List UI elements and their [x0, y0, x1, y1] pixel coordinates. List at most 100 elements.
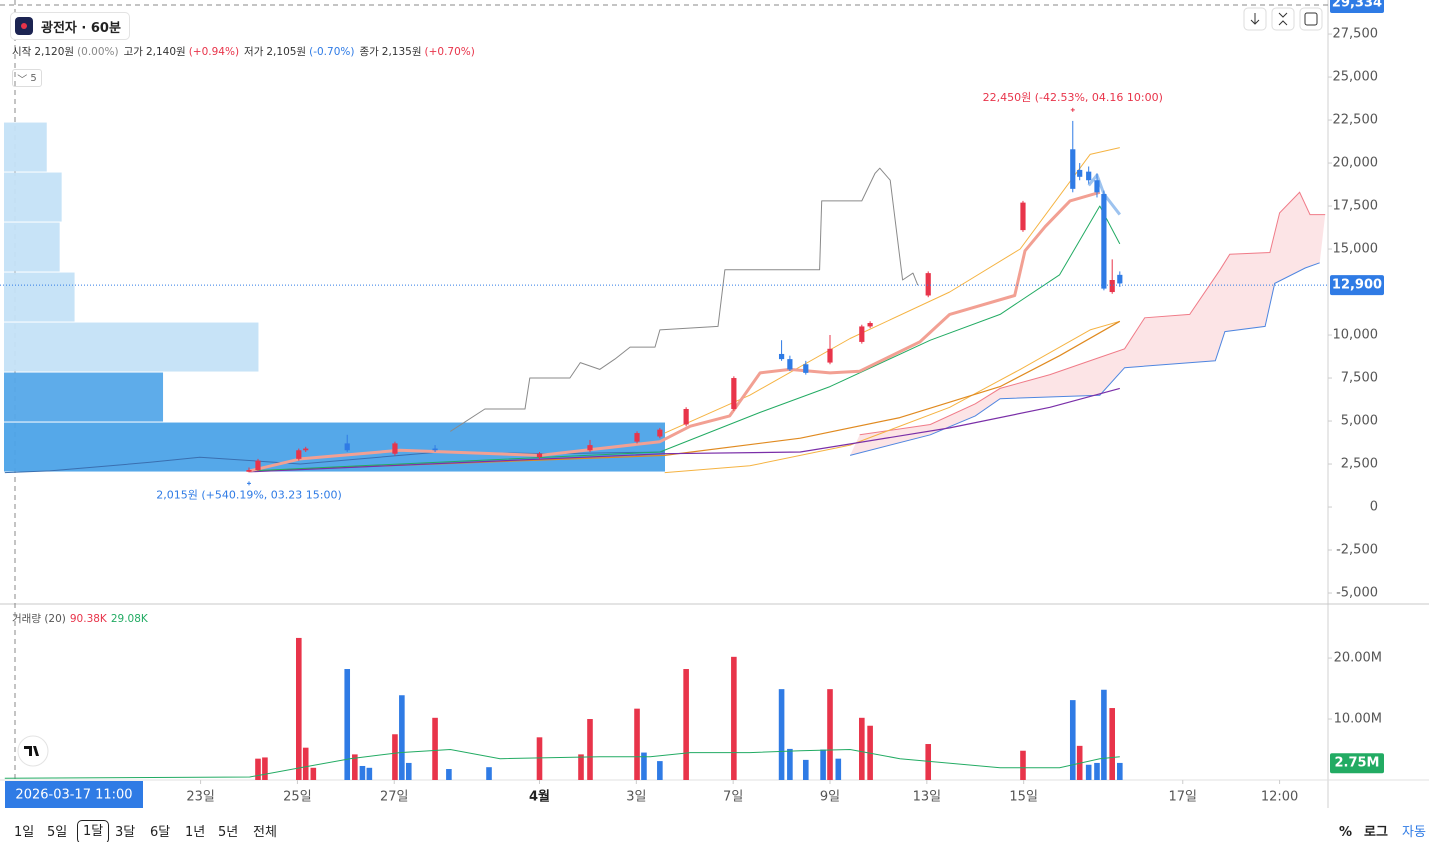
- x-tick-label: 15일: [1009, 790, 1038, 805]
- volume-bar: [366, 767, 373, 780]
- candle-body: [787, 359, 793, 370]
- ohlc-label: 시작: [12, 46, 32, 58]
- volume-bars: [4, 637, 1123, 780]
- volume-bar: [1094, 762, 1100, 780]
- logo-circle: [17, 735, 49, 767]
- volume-profile-bar: [4, 122, 47, 172]
- cloud-line: [849, 262, 1320, 456]
- volume-ma-line: [4, 748, 1120, 779]
- candle-body: [587, 445, 593, 451]
- volume-bar: [787, 748, 793, 780]
- period-button[interactable]: 3달: [115, 825, 136, 840]
- crosshair-time: 2026-03-17 11:00: [15, 788, 132, 803]
- y-tick-label: 17,500: [1333, 199, 1379, 214]
- volume-bar: [262, 757, 268, 780]
- volume-bar: [344, 669, 351, 780]
- period-button[interactable]: 6달: [150, 825, 171, 840]
- volume-bar: [802, 759, 809, 780]
- volume-bar: [446, 769, 452, 780]
- ohlc-change: (0.00%): [77, 46, 119, 58]
- candle-body: [634, 433, 640, 442]
- volume-bar: [405, 762, 412, 780]
- logo-mark: [24, 746, 39, 756]
- volume-bar: [255, 758, 261, 780]
- volume-bar: [634, 708, 640, 780]
- button-fullscreen[interactable]: [1299, 7, 1323, 31]
- period-button[interactable]: 전체: [253, 825, 277, 840]
- volume-bar: [352, 754, 358, 780]
- candle-body: [392, 443, 398, 454]
- symbol-title: 광전자 · 60분: [41, 20, 121, 36]
- indicator-count: 5: [30, 72, 37, 84]
- ohlc-legend: 시작 2,120원 (0.00%) 고가 2,140원 (+0.94%) 저가 2,105원(…: [12, 44, 480, 59]
- ohlc-value: 2,105원: [266, 46, 307, 58]
- annotation-marker: [247, 481, 251, 486]
- ohlc-value: 2,120원: [34, 46, 75, 58]
- volume-profile-bar: [4, 222, 60, 272]
- candle-body: [827, 348, 833, 363]
- cloud-line: [859, 191, 1326, 436]
- y-tick-label: 10,000: [1333, 328, 1379, 343]
- candle-body: [925, 273, 931, 296]
- x-tick-label: 12:00: [1261, 790, 1298, 805]
- scale-option[interactable]: 로그: [1364, 825, 1388, 840]
- candle-body: [683, 408, 689, 425]
- volume-bar: [1109, 708, 1115, 780]
- candle-body: [731, 378, 737, 409]
- volume-bar: [820, 749, 826, 780]
- annotation: 2,015원 (+540.19%, 03.23 15:00): [156, 488, 342, 501]
- footer: 1일 5일 1달 3달 6달 1년 5년 전체% 로그 자동: [0, 820, 1429, 842]
- volume-bar: [1069, 700, 1076, 780]
- period-button[interactable]: 1일: [14, 825, 35, 840]
- annotation: 22,450원 (-42.53%, 04.16 10:00): [983, 91, 1163, 104]
- y-tick-label: 20.00M: [1334, 651, 1382, 666]
- icon: [1278, 12, 1288, 26]
- y-tick-label: 20,000: [1333, 156, 1379, 171]
- ohlc-change: (+0.70%): [424, 46, 475, 58]
- volume-bar: [641, 752, 647, 780]
- period-button[interactable]: 5년: [218, 825, 239, 840]
- volume-bar: [359, 765, 366, 780]
- y-tick-label: 5,000: [1341, 414, 1378, 429]
- scale-option[interactable]: %: [1339, 825, 1353, 840]
- volume-bar: [925, 744, 932, 780]
- y-tick-label: 27,500: [1333, 27, 1379, 42]
- symbol-header[interactable]: 광전자 · 60분: [10, 12, 130, 40]
- annotation-marker: [1070, 107, 1075, 112]
- volume-legend: 거래량 (20) 90.38K 29.08K: [12, 611, 152, 626]
- button-collapse[interactable]: [1271, 7, 1295, 31]
- ohlc-label: 종가: [359, 46, 379, 58]
- volume-bar: [835, 758, 842, 780]
- volume-bar: [1117, 762, 1123, 780]
- candle-body: [1086, 171, 1092, 181]
- volume-profile-bar: [4, 172, 62, 222]
- volume-bar: [432, 717, 438, 780]
- x-tick-label: 23일: [186, 790, 215, 805]
- scale-option[interactable]: 자동: [1402, 825, 1426, 840]
- volume-bar: [1101, 689, 1107, 780]
- top-price-box: [1330, 0, 1384, 13]
- indicator-line: [1087, 173, 1121, 216]
- symbol-logo: [15, 17, 33, 35]
- volume-bar: [657, 761, 663, 780]
- period-button[interactable]: 1달: [77, 820, 110, 842]
- candle-body: [255, 460, 261, 471]
- candle-body: [1077, 169, 1083, 177]
- candle-body: [1094, 180, 1100, 193]
- x-tick-label: 4월: [529, 789, 550, 805]
- x-tick-label: 27일: [380, 790, 409, 805]
- candle-body: [859, 326, 865, 342]
- indicator-toggle[interactable]: ﹀ 5: [12, 69, 42, 87]
- period-button[interactable]: 1년: [185, 825, 206, 840]
- candle-body: [1101, 194, 1107, 289]
- x-tick-label: 3일: [626, 790, 646, 805]
- candles: [246, 120, 1123, 473]
- period-button[interactable]: 5일: [47, 825, 68, 840]
- x-tick-label: 25일: [283, 790, 312, 805]
- volume-bar: [587, 719, 593, 780]
- indicator-line: [4, 451, 665, 474]
- volume-legend-title: 거래량 (20): [12, 613, 66, 625]
- last-price-box: [1330, 275, 1384, 296]
- indicator-line: [664, 147, 1120, 434]
